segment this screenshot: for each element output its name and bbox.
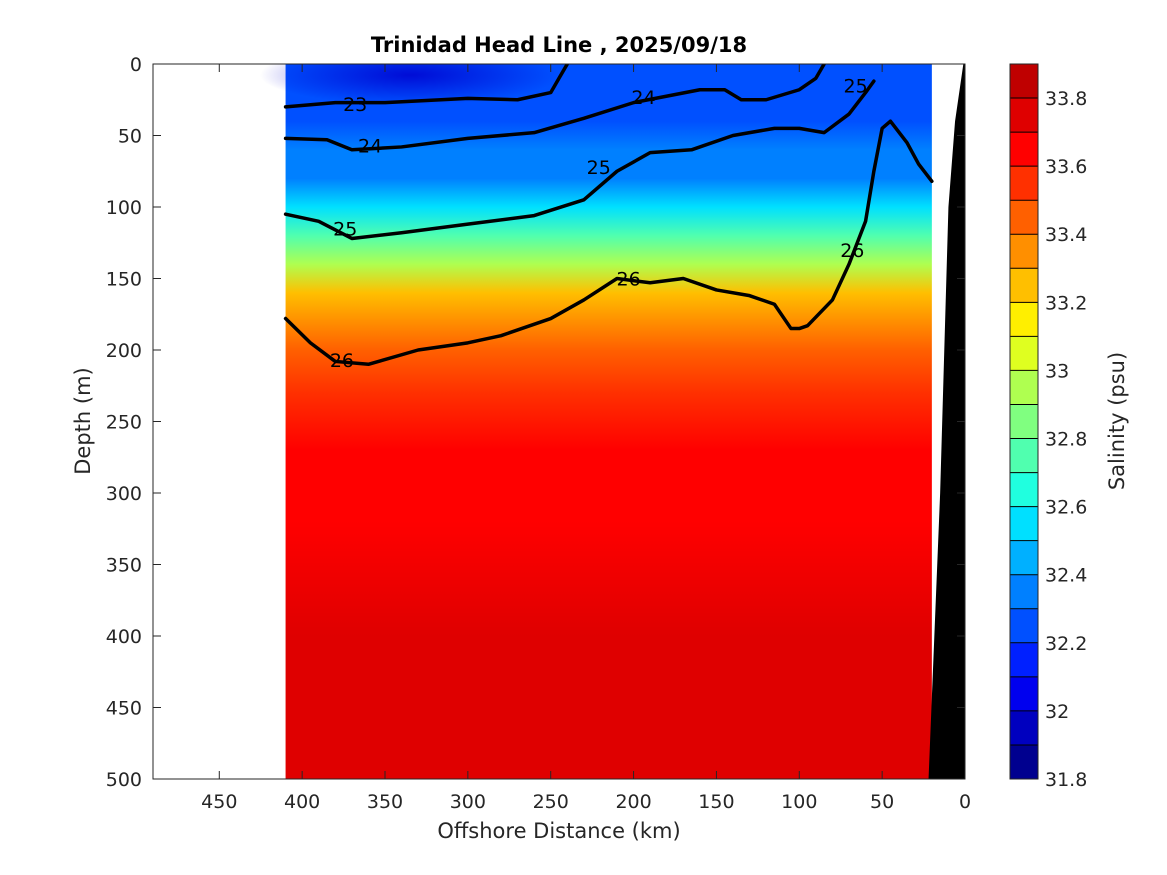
colorbar-tick-label: 32.6	[1045, 497, 1087, 519]
y-tick-label: 50	[118, 126, 142, 148]
y-tick-label: 450	[106, 698, 142, 720]
contour-labels: 23 24 24 25 25 25 26 26 26	[330, 75, 868, 372]
x-tick-label: 150	[698, 791, 734, 813]
colorbar-segment	[1010, 676, 1038, 712]
x-tick-label: 450	[201, 791, 237, 813]
x-tick-label: 0	[959, 791, 971, 813]
colorbar-segment	[1010, 200, 1038, 235]
colorbar-segment	[1010, 574, 1038, 610]
colorbar-segment	[1010, 64, 1038, 99]
density-contour-23	[283, 64, 570, 109]
x-tick-label: 200	[615, 791, 651, 813]
y-tick-label: 400	[106, 626, 142, 648]
colorbar-segment	[1010, 98, 1038, 133]
colorbar-segment	[1010, 336, 1038, 371]
colorbar-tick-label: 32.4	[1045, 565, 1087, 587]
contour-label: 25	[333, 218, 357, 240]
contour-label: 23	[343, 94, 367, 116]
y-tick-label: 200	[106, 340, 142, 362]
density-contours	[283, 64, 934, 367]
colorbar-segment	[1010, 234, 1038, 269]
colorbar-segment	[1010, 642, 1038, 678]
y-tick-label: 350	[106, 555, 142, 577]
colorbar-segment	[1010, 166, 1038, 201]
contour-label: 24	[358, 136, 382, 158]
colorbar-segment	[1010, 744, 1038, 780]
colorbar-tick-label: 33.4	[1045, 224, 1087, 246]
chart-title: Trinidad Head Line , 2025/09/18	[371, 33, 747, 57]
contour-label: 25	[587, 157, 611, 179]
y-tick-label: 500	[106, 769, 142, 791]
y-tick-label: 250	[106, 412, 142, 434]
colorbar-tick-label: 33.8	[1045, 88, 1087, 110]
contour-label: 24	[631, 87, 655, 109]
colorbar-tick-label: 33.6	[1045, 156, 1087, 178]
low-salinity-patch	[260, 64, 560, 105]
x-tick-label: 300	[450, 791, 486, 813]
x-tick-label: 100	[781, 791, 817, 813]
contour-label: 26	[330, 350, 354, 372]
density-contour-24	[283, 64, 826, 152]
colorbar-title: Salinity (psu)	[1105, 352, 1129, 490]
contour-label: 26	[617, 269, 641, 291]
colorbar-segment	[1010, 370, 1038, 405]
contour-label: 25	[844, 75, 868, 97]
seafloor-bathymetry	[928, 64, 965, 779]
colorbar-frame	[1009, 63, 1039, 780]
colorbar-tick-label: 33	[1045, 360, 1069, 382]
density-contour-26	[283, 119, 934, 367]
colorbar-tick-label: 32.2	[1045, 633, 1087, 655]
colorbar-segment	[1010, 404, 1038, 440]
salinity-field	[285, 64, 932, 779]
x-tick-label: 50	[870, 791, 894, 813]
colorbar: 31.8 32 32.2 32.4 32.6 32.8 33 33.2 33.4 33.6 33.8	[1009, 63, 1087, 791]
colorbar-segment	[1010, 506, 1038, 542]
colorbar-segment	[1010, 132, 1038, 167]
contour-label: 26	[840, 240, 864, 262]
colorbar-segment	[1010, 438, 1038, 474]
y-axis: 0 50 100 150 200 250 300 350 400 450 500	[106, 54, 965, 791]
x-axis: 450 400 350 300 250 200 150 100 50 0	[201, 64, 971, 813]
y-tick-label: 300	[106, 483, 142, 505]
colorbar-segment	[1010, 540, 1038, 576]
y-axis-title: Depth (m)	[71, 367, 95, 474]
x-tick-label: 250	[533, 791, 569, 813]
x-tick-label: 350	[367, 791, 403, 813]
colorbar-tick-label: 32	[1045, 701, 1069, 723]
colorbar-segment	[1010, 710, 1038, 746]
colorbar-segment	[1010, 472, 1038, 508]
colorbar-segment	[1010, 302, 1038, 337]
y-tick-label: 100	[106, 197, 142, 219]
y-tick-label: 0	[130, 54, 142, 76]
colorbar-segment	[1010, 268, 1038, 303]
density-contour-25	[283, 79, 876, 241]
colorbar-segment	[1010, 608, 1038, 644]
y-tick-label: 150	[106, 269, 142, 291]
x-axis-title: Offshore Distance (km)	[437, 819, 680, 843]
colorbar-tick-label: 32.8	[1045, 429, 1087, 451]
colorbar-tick-label: 31.8	[1045, 769, 1087, 791]
colorbar-tick-label: 33.2	[1045, 292, 1087, 314]
x-tick-label: 400	[284, 791, 320, 813]
